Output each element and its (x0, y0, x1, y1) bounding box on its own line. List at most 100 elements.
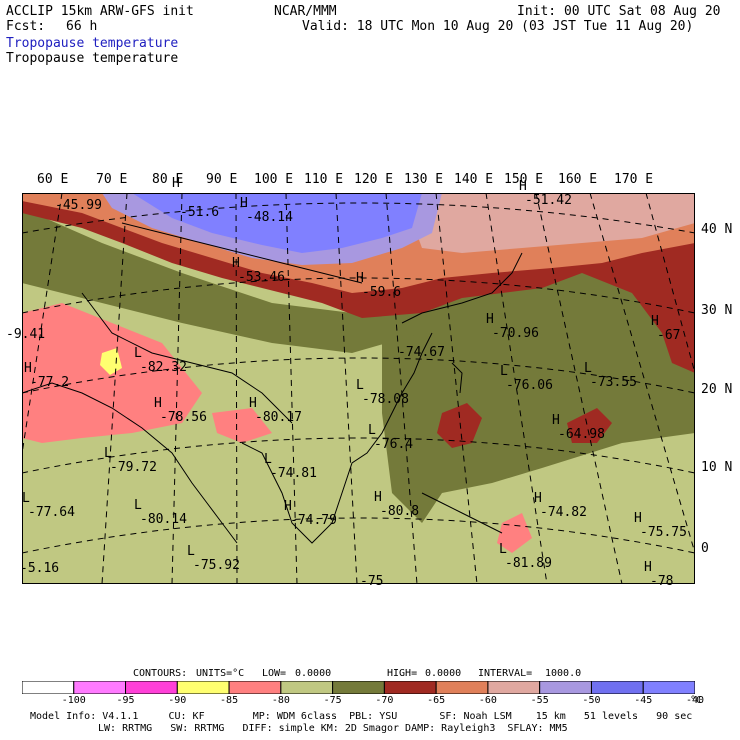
high-marker: H (534, 491, 542, 506)
meridian (589, 193, 695, 554)
contour-value-label: -82.32 (140, 360, 187, 375)
coastline (22, 382, 238, 544)
contour-value-label: -45.99 (55, 198, 102, 213)
low-marker: L (499, 542, 507, 557)
low-marker: L (104, 446, 112, 461)
field-title-shaded: Tropopause temperature (6, 36, 179, 51)
legend-swatch (487, 681, 541, 694)
low-marker: L (22, 491, 30, 506)
legend-swatch (590, 681, 644, 694)
contour-value-label: -74.82 (540, 505, 587, 520)
high-marker: H (374, 490, 382, 505)
legend-unit: °C (690, 695, 703, 706)
contour-value-label: -80.14 (140, 512, 187, 527)
legend-label: -80 (271, 695, 290, 706)
lat-label: 10 N (701, 460, 733, 475)
field-title-contour: Tropopause temperature (6, 51, 179, 66)
low-marker: L (134, 346, 142, 361)
forecast-hours: 66 h (66, 19, 98, 34)
legend-swatch (383, 681, 437, 694)
map-frame (22, 193, 695, 584)
contour-value-label: -75.92 (193, 558, 240, 573)
contour-value-label: -9.41 (6, 327, 46, 342)
low-marker: L (356, 378, 364, 393)
lon-label: 130 E (404, 172, 444, 187)
lon-label: 150 E (504, 172, 544, 187)
high-marker: H (651, 314, 659, 329)
low-marker: L (134, 498, 142, 513)
meridian (535, 193, 623, 584)
contour-value-label: -53.46 (238, 270, 285, 285)
lon-label: 100 E (254, 172, 294, 187)
high-marker: H (172, 176, 180, 191)
high-marker: H (240, 196, 248, 211)
contours-label: CONTOURS: (133, 668, 188, 679)
low-marker: L (264, 452, 272, 467)
lon-label: 160 E (558, 172, 598, 187)
legend-swatch (332, 681, 385, 694)
high-marker: H (154, 396, 162, 411)
legend-label: -65 (427, 695, 446, 706)
lon-label: 110 E (304, 172, 344, 187)
high-marker: H (24, 361, 32, 376)
legend-swatch (176, 681, 230, 694)
high-marker: H (356, 271, 364, 286)
contour-value-label: -76.4 (374, 437, 414, 452)
legend-label: -50 (582, 695, 601, 706)
low-marker: L (368, 423, 376, 438)
coastline (421, 492, 503, 534)
lat-label: 40 N (701, 222, 733, 237)
contour-value-label: -75.75 (640, 525, 687, 540)
contour-value-label: -77.64 (28, 505, 75, 520)
legend-swatch (280, 681, 334, 694)
low-marker: L (187, 544, 195, 559)
contour-value-label: -79.72 (110, 460, 157, 475)
contour-value-label: -76.06 (506, 378, 553, 393)
shade-minus65-patch-1 (437, 403, 482, 448)
model-info-line: Model Info: V4.1.1 CU: KF MP: WDM 6class… (30, 711, 693, 722)
contour-value-label: -78 (650, 574, 674, 589)
high-marker: H (519, 179, 527, 194)
contours-low-label: LOW= (262, 668, 287, 679)
contour-value-label: -51.42 (525, 193, 572, 208)
coastline (241, 332, 433, 544)
lon-label: 60 E (37, 172, 69, 187)
physics-info-line: LW: RRTMG SW: RRTMG DIFF: simple KM: 2D … (98, 723, 568, 734)
legend-swatch (22, 681, 75, 694)
model-title: ACCLIP 15km ARW-GFS init (6, 4, 194, 19)
color-legend (22, 681, 695, 694)
contour-value-label: -59.6 (362, 285, 402, 300)
high-marker: H (644, 560, 652, 575)
legend-swatch (435, 681, 489, 694)
legend-label: -85 (220, 695, 239, 706)
country-border (121, 222, 363, 284)
shade-minus55 (402, 193, 695, 253)
contours-high-label: HIGH= (387, 668, 418, 679)
contour-value-label: -77.2 (30, 375, 70, 390)
contour-value-label: -74.79 (290, 513, 337, 528)
lon-label: 140 E (454, 172, 494, 187)
init-time: Init: 00 UTC Sat 08 Aug 20 (517, 4, 721, 19)
coastline (401, 252, 523, 324)
contour-value-label: -74.81 (270, 466, 317, 481)
coastline (451, 362, 463, 394)
low-marker: L (500, 364, 508, 379)
forecast-label: Fcst: (6, 19, 46, 34)
legend-swatch (539, 681, 592, 694)
legend-label: -95 (116, 695, 135, 706)
high-marker: H (486, 312, 494, 327)
center-label: NCAR/MMM (274, 4, 337, 19)
high-marker: H (634, 511, 642, 526)
lat-label: 0 (701, 541, 709, 556)
lat-label: 20 N (701, 382, 733, 397)
contour-value-label: -78.56 (160, 410, 207, 425)
legend-label: -45 (634, 695, 653, 706)
high-marker: H (552, 413, 560, 428)
contour-value-label: -70.96 (492, 326, 539, 341)
legend-swatch (228, 681, 282, 694)
contour-value-label: -51.6 (180, 205, 220, 220)
contour-value-label: -78.08 (362, 392, 409, 407)
contours-interval-value: 1000.0 (545, 668, 582, 679)
contour-value-label: -80.17 (255, 410, 302, 425)
lon-label: 80 E (152, 172, 184, 187)
